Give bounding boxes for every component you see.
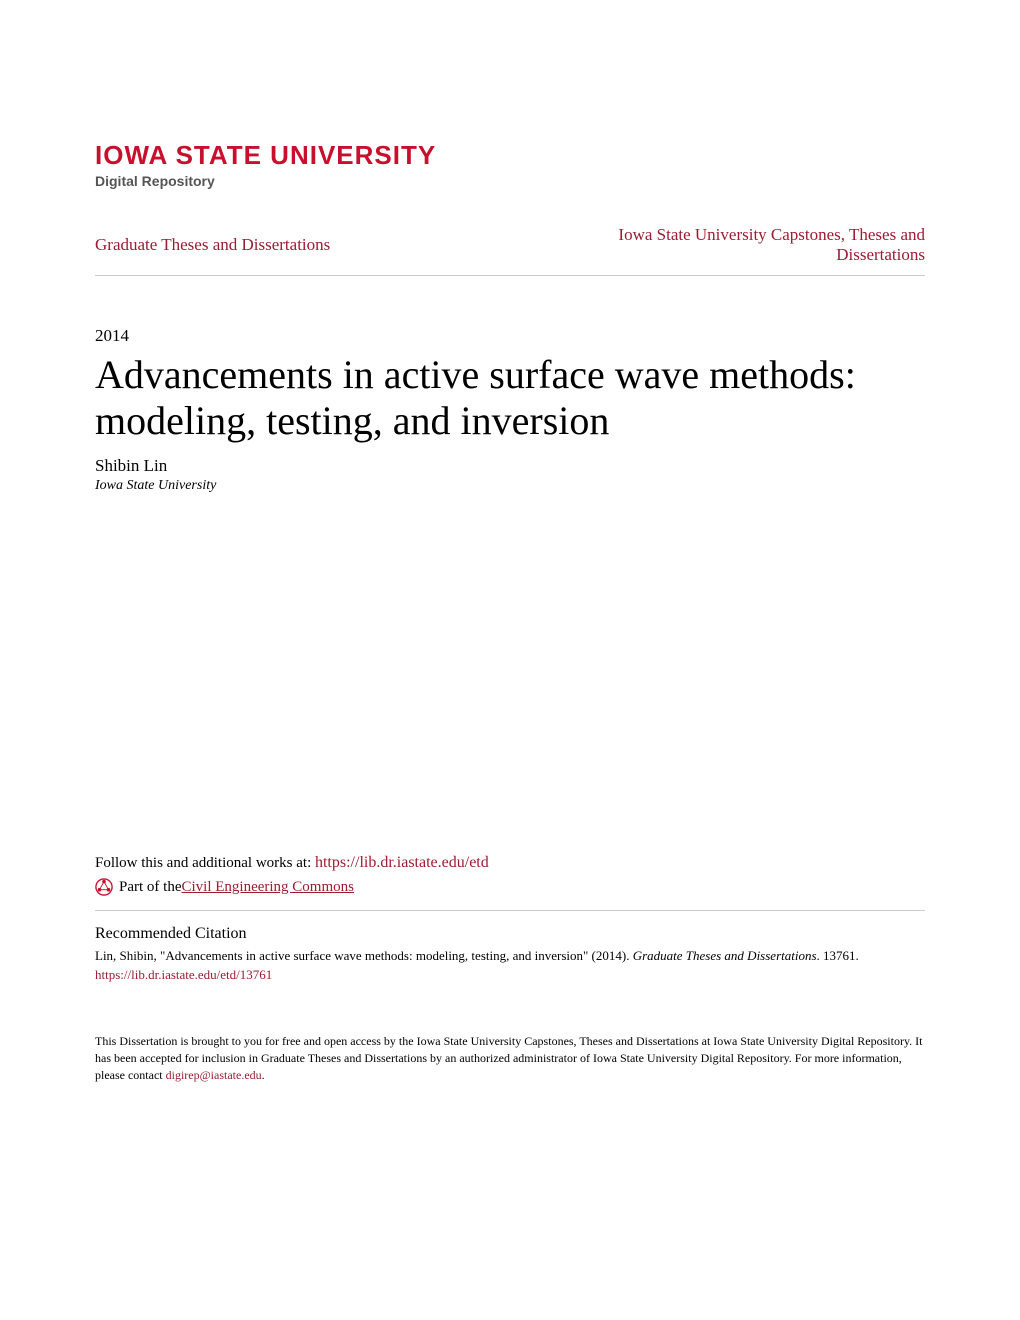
page-title: Advancements in active surface wave meth… <box>95 352 925 444</box>
repository-logo: Iowa State University Digital Repository <box>95 140 925 189</box>
publication-year: 2014 <box>95 326 925 346</box>
citation-url-link[interactable]: https://lib.dr.iastate.edu/etd/13761 <box>95 967 272 982</box>
citation-text-2: . 13761. <box>817 948 859 963</box>
follow-url-link[interactable]: https://lib.dr.iastate.edu/etd <box>315 854 489 871</box>
author-affiliation: Iowa State University <box>95 478 925 494</box>
citation-body: Lin, Shibin, "Advancements in active sur… <box>95 947 925 965</box>
breadcrumb: Graduate Theses and Dissertations Iowa S… <box>95 217 925 276</box>
part-of-prefix: Part of the <box>119 879 181 896</box>
disclaimer-text: This Dissertation is brought to you for … <box>95 1033 925 1083</box>
citation-text-1: Lin, Shibin, "Advancements in active sur… <box>95 948 633 963</box>
follow-section: Follow this and additional works at: htt… <box>95 854 925 911</box>
commons-link[interactable]: Civil Engineering Commons <box>181 879 354 896</box>
citation-heading: Recommended Citation <box>95 925 925 943</box>
collection-link-left[interactable]: Graduate Theses and Dissertations <box>95 235 330 255</box>
follow-line: Follow this and additional works at: htt… <box>95 854 925 872</box>
university-name: Iowa State University <box>95 140 925 171</box>
citation-url[interactable]: https://lib.dr.iastate.edu/etd/13761 <box>95 967 925 983</box>
author-name: Shibin Lin <box>95 456 925 476</box>
citation-journal: Graduate Theses and Dissertations <box>633 948 817 963</box>
repository-subtitle: Digital Repository <box>95 173 925 189</box>
collection-link-right[interactable]: Iowa State University Capstones, Theses … <box>585 225 925 265</box>
part-of-row: Part of the Civil Engineering Commons <box>95 878 925 911</box>
contact-email-link[interactable]: digirep@iastate.edu <box>166 1068 262 1082</box>
disclaimer-suffix: . <box>262 1068 265 1082</box>
network-icon <box>95 878 113 896</box>
follow-prefix: Follow this and additional works at: <box>95 855 315 871</box>
